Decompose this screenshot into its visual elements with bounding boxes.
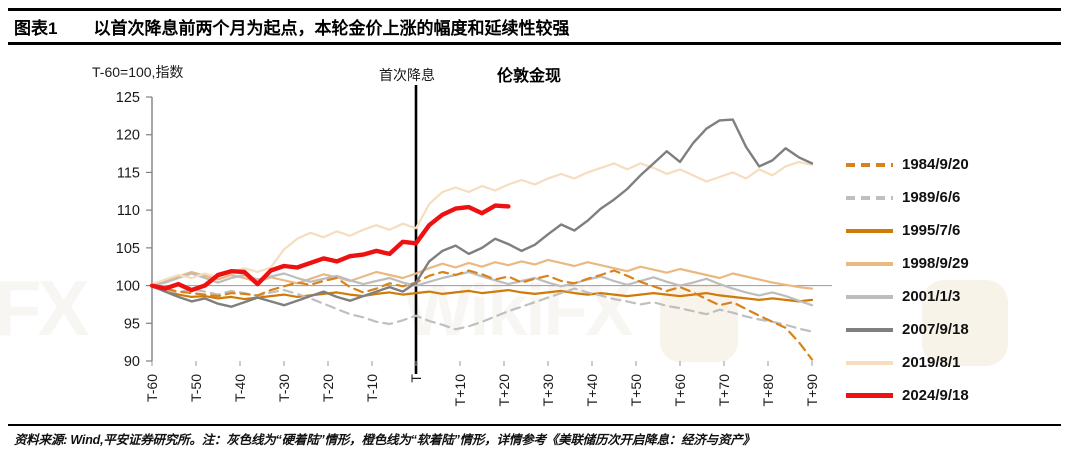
figure-number: 图表1 [14,19,58,38]
header-row: 图表1 以首次降息前两个月为起点，本轮金价上涨的幅度和延续性较强 [8,11,1061,42]
legend-item[interactable]: 2024/9/18 [846,379,1061,412]
footer-rule [8,424,1061,426]
series-line [150,285,814,303]
legend-item[interactable]: 2007/9/18 [846,313,1061,346]
legend-item-label: 1989/6/6 [902,189,961,206]
y-axis-tick-label: 110 [117,203,140,219]
y-axis-tick-label: 90 [124,354,140,370]
legend-item[interactable]: 1984/9/20 [846,148,1061,181]
x-axis-tick-label: T-20 [320,374,336,402]
x-axis-tick-label: T+30 [540,374,556,407]
legend-swatch-icon [846,162,893,167]
legend-item-label: 1998/9/29 [902,255,969,272]
legend-swatch-icon [846,360,893,365]
x-axis-tick-label: T+80 [760,374,776,407]
legend-item-label: 2001/1/3 [902,288,961,305]
chart-series-title: 伦敦金现 [497,68,562,85]
legend-swatch-icon [846,327,893,332]
legend-item-label: 1984/9/20 [902,156,969,173]
y-axis-unit-label: T-60=100,指数 [92,64,184,80]
chart-plot-area: FX WikiFX T-60=100,指数 首次降息 伦敦金现 90 95 100 1… [0,48,1069,420]
x-axis-tick-label: T-60 [144,374,160,402]
header-rule-bottom [8,42,1061,45]
legend-item[interactable]: 1998/9/29 [846,247,1061,280]
y-axis-tick-label: 95 [124,316,140,332]
legend-item-label: 2019/8/1 [902,354,961,371]
x-axis-tick-label: T+70 [716,374,732,407]
chart-svg-holder: 90 95 100 105 110 115 120 125 T-60 T-50 T-40 T-30 T-… [0,48,1069,420]
source-note: 资料来源: Wind,平安证券研究所。注：灰色线为“硬着陆”情形，橙色线为“软着… [14,433,755,447]
legend-swatch-icon [846,195,893,200]
y-axis-tick-label: 125 [116,90,140,106]
legend-item[interactable]: 2019/8/1 [846,346,1061,379]
x-axis-tick-label: T-30 [276,374,292,402]
series-line [150,269,814,361]
legend-swatch-icon [846,393,893,398]
x-axis-tick-label: T+10 [452,374,468,407]
legend-item-label: 2024/9/18 [902,387,969,404]
x-axis-tick-label: T-50 [188,374,204,402]
series-line [149,203,511,293]
legend-item[interactable]: 1989/6/6 [846,181,1061,214]
y-axis-tick-label: 120 [116,128,140,144]
y-axis-tick-label: 100 [116,279,140,295]
x-axis-tick-label: T [408,374,424,383]
series-line [150,286,814,333]
legend-item-label: 2007/9/18 [902,321,969,338]
legend-item[interactable]: 2001/1/3 [846,280,1061,313]
y-axis-tick-label: 115 [117,165,140,181]
legend-swatch-icon [846,261,893,266]
chart-legend: 1984/9/20 1989/6/6 1995/7/6 1998/9/29 2001/1… [846,148,1061,412]
x-axis-tick-label: T-40 [232,374,248,402]
legend-item-label: 1995/7/6 [902,222,961,239]
y-axis-tick-label: 105 [116,241,140,257]
series-line [150,118,814,308]
x-axis-tick-label: T+90 [804,374,820,407]
header-rule-top [8,8,1061,11]
x-axis-tick-label: T+60 [672,374,688,407]
line-chart: 90 95 100 105 110 115 120 125 T-60 T-50 T-40 T-30 T-… [116,85,832,407]
x-axis-tick-label: T+50 [628,374,644,407]
legend-item[interactable]: 1995/7/6 [846,214,1061,247]
legend-swatch-icon [846,228,893,233]
series-line [150,160,814,286]
figure-title: 以首次降息前两个月为起点，本轮金价上涨的幅度和延续性较强 [93,19,570,38]
legend-swatch-icon [846,294,893,299]
x-axis-tick-label: T+20 [496,374,512,407]
x-axis-tick-label: T-10 [364,374,380,402]
first-cut-annotation: 首次降息 [379,67,435,83]
x-axis-tick-label: T+40 [584,374,600,407]
